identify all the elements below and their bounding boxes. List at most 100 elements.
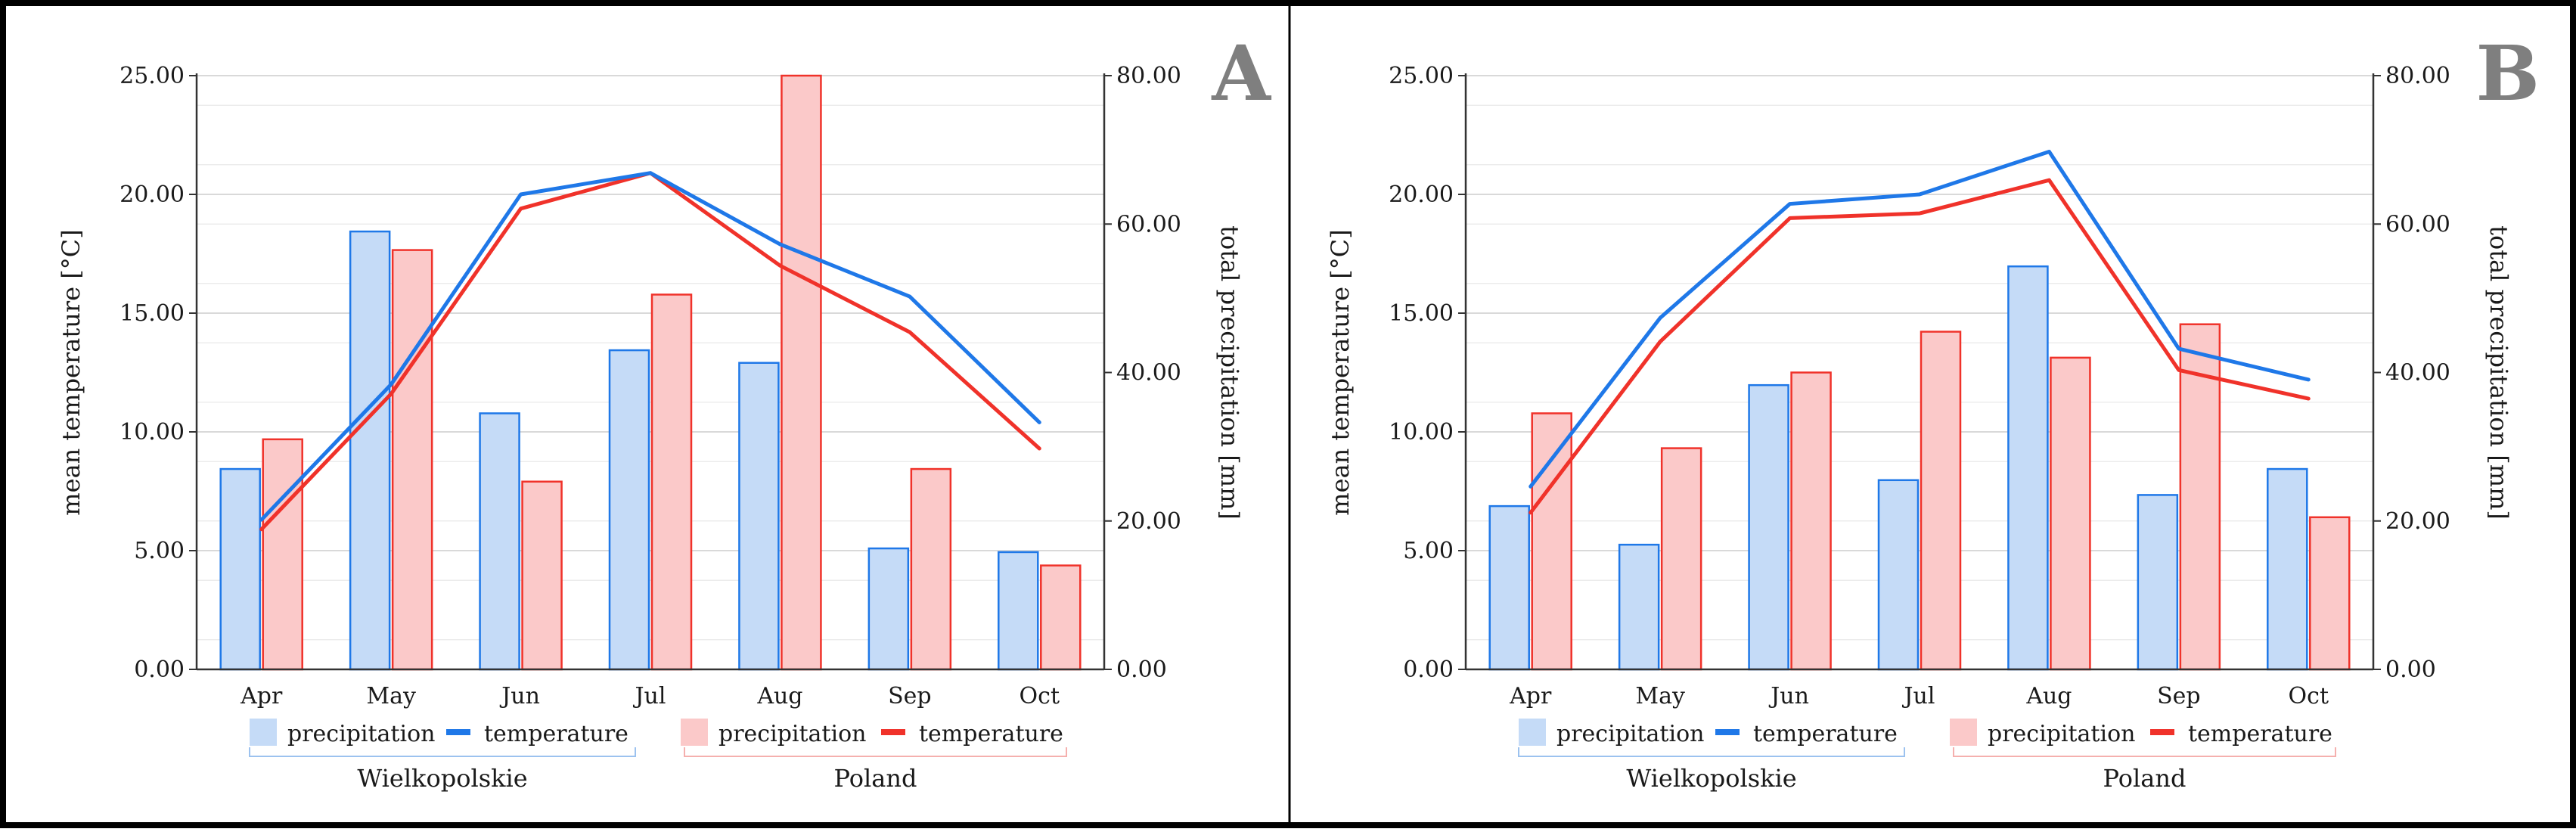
legend-temperature-poland-swatch [881, 729, 905, 735]
legend-precipitation-wielkopolskie-label: precipitation [287, 721, 435, 747]
x-tick-label-jul: Jul [633, 683, 666, 709]
left-tick-label: 10.00 [1389, 419, 1454, 445]
right-tick-label: 0.00 [1116, 657, 1167, 683]
bar-poland-aug [781, 74, 822, 671]
line-temperature-poland [1529, 178, 2311, 515]
group-poland-label: Poland [834, 764, 917, 793]
left-tick-label: 5.00 [134, 538, 185, 564]
right-axis-title: total precipitation [mm] [1215, 225, 1244, 520]
legend-temperature-wielkopolskie-swatch [446, 729, 470, 735]
x-tick-label-sep: Sep [2157, 683, 2201, 709]
chart-panel-b: 0.00 5.00 10.00 15.00 20.00 25.00 0.00 20.00 40.… [1326, 29, 2540, 793]
left-tick-label: 10.00 [119, 419, 185, 445]
legend-precipitation-wielkopolskie-swatch [250, 719, 277, 746]
bar-poland-aug [2050, 356, 2091, 671]
bar-wielkopolskie-apr [219, 467, 261, 671]
bar-poland-jul [650, 293, 693, 671]
left-tick-label: 20.00 [1389, 182, 1454, 208]
legend-precipitation-poland-label: precipitation [1988, 721, 2135, 747]
legend-temperature-poland-label: temperature [919, 721, 1063, 747]
panel-letter: B [2475, 29, 2540, 118]
left-tick-label: 5.00 [1403, 538, 1454, 564]
right-tick-label: 0.00 [2385, 657, 2436, 683]
bar-poland-oct [2309, 516, 2351, 671]
group-wielkopolskie-label: Wielkopolskie [1626, 764, 1796, 793]
bar-wielkopolskie-aug [738, 362, 780, 671]
panel-letter: A [1211, 29, 1271, 118]
x-tick-label-jun: Jun [1768, 683, 1809, 709]
right-tick-label: 60.00 [1116, 211, 1181, 237]
group-poland-bracket [684, 747, 1067, 757]
x-tick-label-apr: Apr [1509, 683, 1552, 709]
bar-wielkopolskie-jul [1877, 479, 1920, 671]
left-axis-title: mean temperature [°C] [57, 229, 85, 515]
legend-temperature-wielkopolskie-label: temperature [1753, 721, 1898, 747]
bar-poland-jun [1790, 371, 1832, 671]
bar-poland-jul [1920, 331, 1962, 671]
legend-temperature-wielkopolskie-swatch [1715, 729, 1740, 735]
legend-precipitation-poland-swatch [681, 719, 708, 746]
x-tick-label-oct: Oct [2289, 683, 2329, 709]
group-wielkopolskie-bracket [1518, 747, 1905, 757]
bar-wielkopolskie-oct [998, 551, 1039, 671]
bar-poland-may [1660, 447, 1702, 671]
bar-wielkopolskie-may [1618, 543, 1660, 671]
group-poland-bracket [1953, 747, 2336, 757]
right-tick-label: 40.00 [2385, 360, 2450, 387]
bar-wielkopolskie-jun [1748, 383, 1789, 671]
group-wielkopolskie-bracket [249, 747, 636, 757]
bar-poland-apr [262, 438, 303, 671]
x-tick-label-aug: Aug [756, 683, 802, 709]
right-tick-label: 80.00 [2385, 63, 2450, 89]
x-tick-label-apr: Apr [240, 683, 283, 709]
bar-wielkopolskie-oct [2267, 467, 2308, 671]
x-tick-label-aug: Aug [2025, 683, 2072, 709]
bar-poland-apr [1531, 412, 1572, 671]
legend-temperature-poland-swatch [2150, 729, 2174, 735]
bar-poland-sep [2179, 323, 2221, 671]
left-tick-label: 15.00 [119, 300, 185, 327]
left-tick-label: 25.00 [119, 63, 185, 89]
bar-poland-may [391, 249, 433, 671]
bar-wielkopolskie-jun [479, 412, 520, 671]
right-tick-label: 20.00 [2385, 508, 2450, 535]
bar-poland-jun [521, 480, 563, 671]
bar-wielkopolskie-jul [608, 349, 650, 671]
left-tick-label: 15.00 [1389, 300, 1454, 327]
x-tick-label-jun: Jun [499, 683, 540, 709]
legend-precipitation-wielkopolskie-swatch [1519, 719, 1546, 746]
group-wielkopolskie-label: Wielkopolskie [357, 764, 527, 793]
bar-wielkopolskie-aug [2007, 265, 2049, 671]
right-tick-label: 40.00 [1116, 360, 1181, 387]
legend-temperature-wielkopolskie-label: temperature [484, 721, 628, 747]
bar-wielkopolskie-may [349, 230, 391, 671]
bar-wielkopolskie-sep [2137, 494, 2179, 671]
chart-panel-a: 0.00 5.00 10.00 15.00 20.00 25.00 0.00 20.00 40.… [57, 29, 1271, 793]
right-tick-label: 80.00 [1116, 63, 1181, 89]
legend-precipitation-poland-label: precipitation [718, 721, 866, 747]
x-tick-label-jul: Jul [1902, 683, 1935, 709]
group-poland-label: Poland [2103, 764, 2186, 793]
right-tick-label: 60.00 [2385, 211, 2450, 237]
left-tick-label: 20.00 [119, 182, 185, 208]
right-tick-label: 20.00 [1116, 508, 1181, 535]
left-axis-title: mean temperature [°C] [1326, 229, 1355, 515]
x-tick-label-oct: Oct [1020, 683, 1060, 709]
bar-poland-sep [910, 467, 952, 671]
right-axis-title: total precipitation [mm] [2484, 225, 2513, 520]
left-tick-label: 0.00 [1403, 657, 1454, 683]
bar-wielkopolskie-apr [1488, 504, 1530, 671]
legend-precipitation-wielkopolskie-label: precipitation [1556, 721, 1704, 747]
x-tick-label-sep: Sep [888, 683, 932, 709]
bar-poland-oct [1040, 564, 1082, 671]
legend-temperature-poland-label: temperature [2188, 721, 2332, 747]
x-tick-label-may: May [366, 683, 416, 709]
legend-precipitation-poland-swatch [1950, 719, 1977, 746]
line-temperature-wielkopolskie [259, 171, 1041, 522]
left-tick-label: 0.00 [134, 657, 185, 683]
bar-wielkopolskie-sep [867, 547, 910, 671]
x-tick-label-may: May [1635, 683, 1685, 709]
left-tick-label: 25.00 [1389, 63, 1454, 89]
